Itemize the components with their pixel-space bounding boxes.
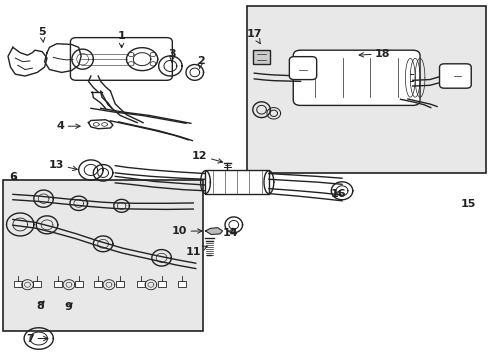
FancyBboxPatch shape [439, 64, 470, 88]
Bar [252, 50, 270, 64]
Text: 3: 3 [168, 49, 176, 62]
Bar [94, 281, 102, 287]
Text: 7: 7 [26, 333, 48, 343]
Bar [54, 281, 62, 287]
Text: 15: 15 [460, 199, 475, 210]
FancyBboxPatch shape [293, 50, 419, 105]
Bar [3, 180, 203, 330]
Text: 18: 18 [358, 49, 390, 59]
Text: 12: 12 [191, 150, 222, 163]
Bar [246, 6, 485, 173]
Bar [33, 281, 41, 287]
Bar [205, 170, 268, 194]
Text: 1: 1 [118, 31, 125, 48]
Text: 10: 10 [171, 226, 202, 236]
Text: 14: 14 [223, 228, 238, 238]
Bar [14, 281, 21, 287]
Text: 13: 13 [49, 159, 77, 171]
Text: 8: 8 [37, 301, 44, 311]
Bar [178, 281, 185, 287]
Bar [116, 281, 124, 287]
Bar [158, 281, 165, 287]
FancyBboxPatch shape [70, 38, 172, 80]
Text: 2: 2 [196, 56, 204, 69]
Text: 9: 9 [64, 302, 72, 312]
Bar [137, 281, 145, 287]
Polygon shape [205, 228, 222, 234]
FancyBboxPatch shape [289, 57, 316, 80]
Text: 16: 16 [329, 189, 345, 199]
Text: 17: 17 [246, 30, 262, 44]
Text: 4: 4 [56, 121, 80, 131]
Text: 11: 11 [185, 246, 207, 257]
Text: 6: 6 [9, 172, 17, 183]
Bar [75, 281, 82, 287]
Text: 5: 5 [38, 27, 46, 42]
